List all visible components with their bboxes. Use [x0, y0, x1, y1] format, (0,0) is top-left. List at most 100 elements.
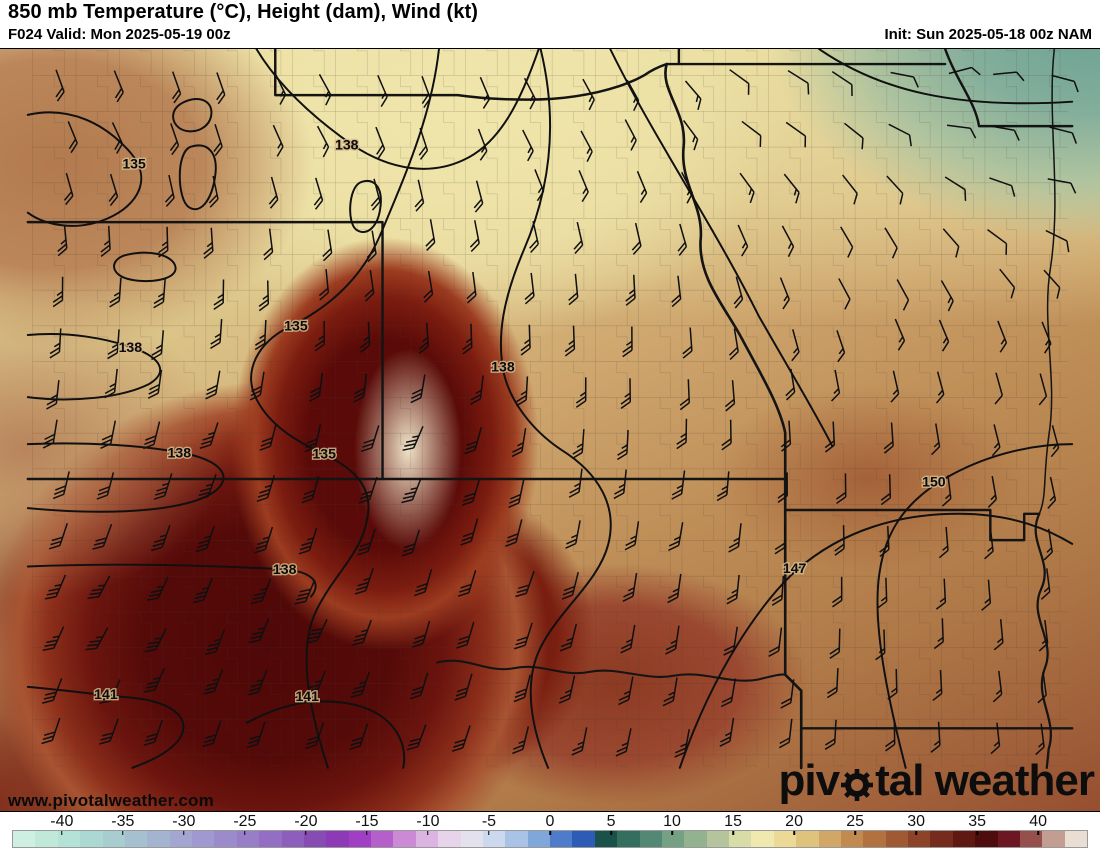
- wind-barb: [305, 722, 324, 750]
- colorbar-tick-mark: [305, 831, 307, 835]
- wind-barb: [418, 322, 430, 354]
- wind-barb: [377, 75, 388, 107]
- height-contour: [499, 49, 612, 769]
- wind-barb: [671, 275, 682, 308]
- wind-barb: [304, 424, 322, 453]
- colorbar-segment: [527, 831, 550, 847]
- wind-barb: [726, 574, 740, 605]
- wind-barb: [523, 77, 536, 110]
- wind-barb: [824, 421, 836, 453]
- wind-barb: [42, 626, 65, 651]
- wind-barb: [624, 119, 637, 151]
- wind-barb: [677, 223, 688, 256]
- wind-barb: [202, 720, 222, 748]
- wind-barb: [578, 170, 589, 203]
- contour-label: 138: [168, 444, 192, 460]
- height-contour: [26, 333, 161, 401]
- colorbar-segment: [617, 831, 640, 847]
- wind-barb: [410, 374, 426, 404]
- wind-barb: [402, 425, 424, 451]
- wind-barb: [248, 617, 270, 644]
- wind-barb: [99, 718, 119, 745]
- colorbar-segment: [124, 831, 148, 847]
- colorbar-segment: [303, 831, 327, 847]
- wind-barb: [364, 269, 375, 302]
- wind-barb: [49, 328, 62, 359]
- wind-barb: [258, 280, 270, 312]
- colorbar-segment: [796, 831, 819, 847]
- state-border-line: [783, 508, 1041, 542]
- wind-barb: [413, 569, 433, 597]
- colorbar-segment: [863, 831, 886, 847]
- wind-barb: [425, 219, 436, 251]
- wind-barb: [314, 320, 325, 352]
- height-contour: [113, 251, 177, 283]
- wind-barb: [318, 269, 330, 301]
- wind-barb: [460, 518, 479, 546]
- colorbar-tick-label: -30: [172, 813, 196, 830]
- colorbar-segment: [751, 831, 774, 847]
- wind-barb: [87, 575, 111, 599]
- state-border-line: [1034, 512, 1052, 769]
- wind-barb: [143, 421, 161, 450]
- colorbar-tick-label: 40: [1029, 813, 1048, 830]
- wind-barb: [104, 368, 118, 399]
- colorbar-segment: [773, 831, 797, 847]
- colorbar-tick-label: -20: [294, 813, 318, 830]
- wind-barb: [991, 125, 1020, 141]
- colorbar-segment: [952, 831, 976, 847]
- wind-barb: [999, 268, 1016, 299]
- wind-barb: [724, 380, 736, 412]
- wind-barb: [785, 368, 796, 401]
- state-border-line: [665, 49, 947, 66]
- wind-barb: [421, 76, 431, 109]
- colorbar-tick-mark: [915, 831, 917, 835]
- map-overlay: 135 135 135 138 138 138 138 138 141 141 147 150: [26, 49, 1079, 770]
- header: 850 mb Temperature (°C), Height (dam), W…: [0, 0, 1100, 48]
- wind-barb: [513, 674, 531, 703]
- wind-barb: [318, 74, 332, 106]
- wind-barb: [143, 719, 164, 746]
- wind-barb: [618, 676, 634, 706]
- wind-barb: [144, 628, 167, 653]
- wind-barb: [780, 679, 795, 709]
- wind-barb: [313, 177, 324, 210]
- wind-barb: [451, 725, 471, 752]
- wind-barb: [263, 228, 274, 261]
- wind-barb: [461, 478, 481, 506]
- wind-barb: [158, 226, 169, 258]
- wind-barb: [941, 475, 952, 507]
- wind-barb: [884, 720, 896, 752]
- wind-barb: [835, 473, 847, 505]
- wind-barb: [729, 69, 750, 95]
- wind-barb: [256, 475, 276, 502]
- wind-barb: [259, 423, 277, 451]
- contour-label: 150: [922, 474, 946, 490]
- gear-icon: [840, 766, 874, 801]
- state-border-line: [664, 62, 803, 770]
- height-contour: [26, 563, 317, 598]
- wind-barb: [213, 279, 225, 310]
- height-contour: [26, 685, 185, 769]
- wind-barb: [456, 621, 475, 649]
- wind-barb: [512, 726, 530, 755]
- wind-barb: [48, 522, 69, 550]
- contour-label: 138: [491, 359, 515, 375]
- wind-barb: [511, 428, 527, 458]
- colorbar-tick-label: -35: [111, 813, 135, 830]
- wind-barb: [667, 573, 682, 604]
- wind-barb: [741, 120, 762, 147]
- wind-barb: [294, 579, 316, 605]
- wind-barb: [739, 172, 755, 204]
- wind-barb: [771, 575, 785, 606]
- wind-barb: [932, 669, 943, 702]
- colorbar-tick-labels: -40 -35 -30 -25 -20 -15 -10 -5 0 5 10 15 20 25 30 35 40: [13, 813, 1087, 830]
- colorbar-tick-mark: [793, 831, 795, 835]
- wind-barb: [251, 578, 272, 605]
- contour-label: 141: [94, 686, 118, 702]
- wind-barb: [580, 130, 593, 162]
- wind-barb: [721, 419, 732, 451]
- wind-barb: [785, 121, 807, 148]
- wind-barb: [1041, 321, 1052, 354]
- wind-barb: [783, 173, 800, 204]
